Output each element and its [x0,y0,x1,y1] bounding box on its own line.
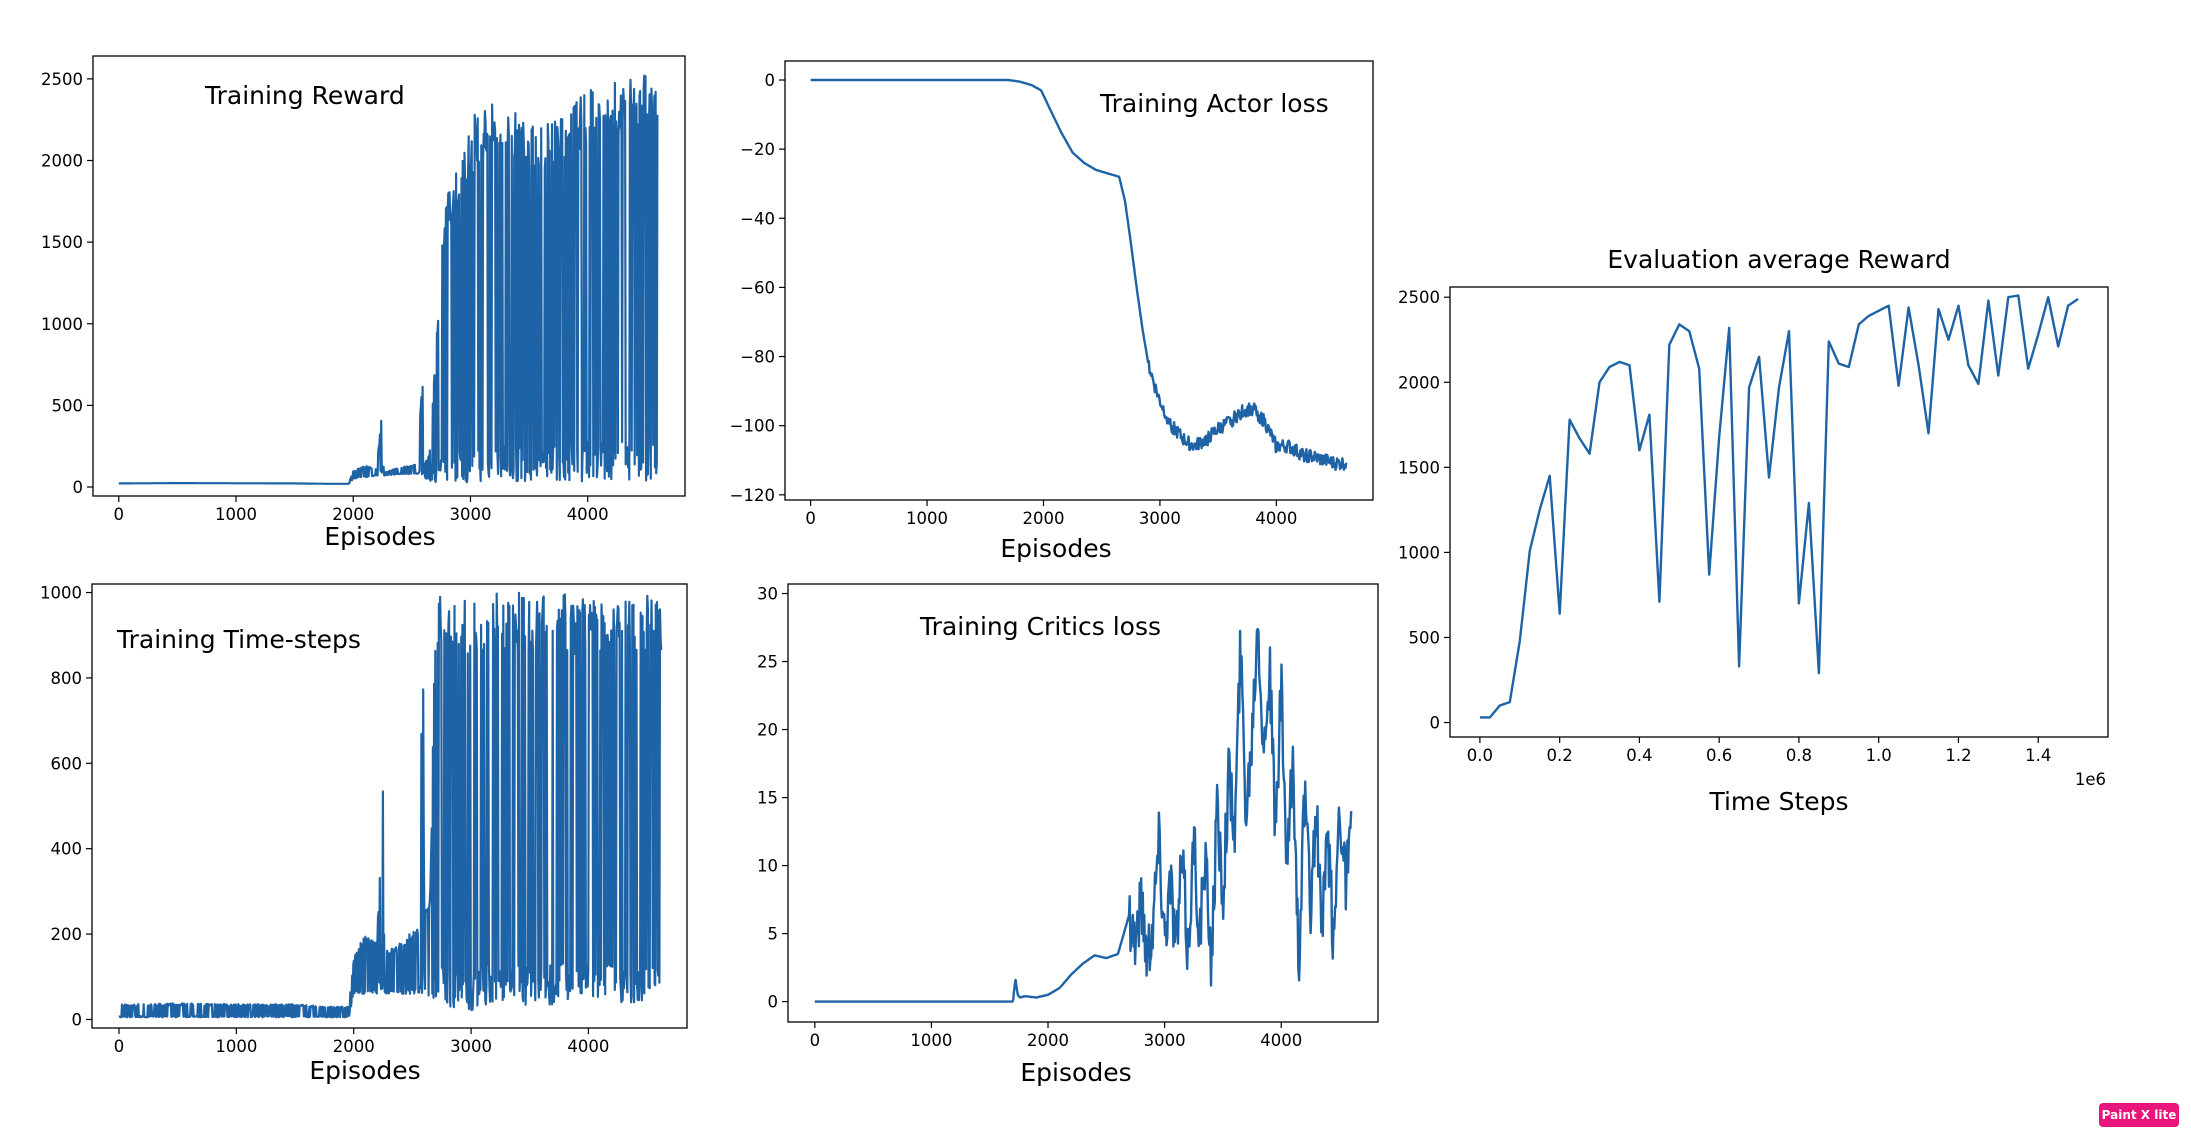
timesteps-series-layer [118,591,663,1019]
reward-y-tick-label: 1000 [41,315,83,334]
panel-training-reward: 0 1000 2000 3000 4000 0 500 1000 1500 2000 2500 Tr… [41,55,686,551]
eval-y-tick-label: 1000 [1398,543,1440,562]
critics-x-tick-label: 4000 [1260,1031,1302,1050]
actor-series-layer [810,78,1348,471]
eval-plot-frame [1449,286,2109,738]
critics-ticks: 0 1000 2000 3000 4000 0 5 10 15 20 25 30 [757,585,1302,1050]
reward-y-tick-label: 0 [73,478,84,497]
actor-y-tick-label: 0 [765,71,776,90]
reward-y-tick-label: 1500 [41,233,83,252]
panel-evaluation-average-reward: 0.0 0.2 0.4 0.6 0.8 1.0 1.2 1.4 0 500 1000 1500 2000… [1398,245,2109,816]
actor-y-tick-label: −120 [730,486,775,505]
actor-x-tick-label: 4000 [1255,509,1297,528]
reward-x-axis-label: Episodes [324,522,435,551]
eval-x-tick-label: 1.2 [1945,746,1971,765]
actor-y-tick-label: −100 [730,417,775,436]
actor-series-line-0 [810,78,1348,471]
timesteps-y-tick-label: 400 [51,840,83,859]
critics-y-tick-label: 30 [757,585,778,604]
timesteps-title: Training Time-steps [116,625,361,654]
eval-y-tick-label: 500 [1409,628,1441,647]
critics-y-tick-label: 0 [768,993,779,1012]
timesteps-x-tick-label: 1000 [215,1037,257,1056]
actor-x-axis-label: Episodes [1000,534,1111,563]
reward-x-tick-label: 4000 [567,505,609,524]
reward-x-tick-label: 2000 [332,505,374,524]
timesteps-y-tick-label: 0 [72,1010,83,1029]
critics-x-tick-label: 1000 [910,1031,952,1050]
timesteps-y-tick-label: 1000 [40,584,82,603]
critics-series-line-0 [814,627,1353,1003]
eval-series-layer [1479,294,2079,719]
eval-ticks: 0.0 0.2 0.4 0.6 0.8 1.0 1.2 1.4 0 500 1000 1500 2000… [1398,288,2051,765]
timesteps-y-tick-label: 200 [51,925,83,944]
actor-ticks: 0 1000 2000 3000 4000 0 −20 −40 −60 −80 −100 −120 [730,71,1298,528]
eval-x-tick-label: 0.0 [1467,746,1493,765]
actor-x-tick-label: 0 [805,509,816,528]
eval-x-tick-label: 0.4 [1626,746,1652,765]
reward-y-tick-label: 2500 [41,70,83,89]
eval-x-axis-label: Time Steps [1708,787,1848,816]
panel-training-critics-loss: 0 1000 2000 3000 4000 0 5 10 15 20 25 30 Training C… [757,583,1379,1087]
timesteps-series-line-0 [118,591,663,1019]
eval-x-offset-text: 1e6 [2075,770,2106,789]
critics-x-axis-label: Episodes [1020,1058,1131,1087]
critics-y-tick-label: 20 [757,721,778,740]
reward-title: Training Reward [204,81,405,110]
timesteps-x-tick-label: 4000 [567,1037,609,1056]
actor-x-tick-label: 3000 [1139,509,1181,528]
critics-series-layer [814,627,1353,1003]
timesteps-y-tick-label: 600 [51,754,83,773]
paint-x-lite-watermark: Paint X lite [2099,1103,2179,1127]
reward-plot-frame [92,55,686,497]
timesteps-ticks: 0 1000 2000 3000 4000 0 200 400 600 800 1000 [40,584,609,1056]
eval-y-tick-label: 2500 [1398,288,1440,307]
eval-x-tick-label: 0.2 [1547,746,1573,765]
eval-y-tick-label: 1500 [1398,458,1440,477]
actor-title: Training Actor loss [1099,89,1329,118]
actor-y-tick-label: −60 [740,278,775,297]
critics-y-tick-label: 25 [757,653,778,672]
eval-y-tick-label: 2000 [1398,373,1440,392]
reward-x-tick-label: 3000 [449,505,491,524]
critics-x-tick-label: 3000 [1144,1031,1186,1050]
reward-y-tick-label: 500 [52,396,84,415]
critics-x-tick-label: 0 [810,1031,821,1050]
eval-y-tick-label: 0 [1430,714,1441,733]
critics-y-tick-label: 5 [768,925,779,944]
eval-x-tick-label: 1.4 [2025,746,2051,765]
actor-x-tick-label: 2000 [1022,509,1064,528]
actor-y-tick-label: −20 [740,140,775,159]
timesteps-x-axis-label: Episodes [309,1056,420,1085]
reward-y-tick-label: 2000 [41,151,83,170]
reward-x-tick-label: 0 [114,505,125,524]
panel-training-time-steps: 0 1000 2000 3000 4000 0 200 400 600 800 1000 Train… [40,583,688,1085]
eval-series-line-0 [1479,294,2079,719]
reward-series-line-0 [118,74,659,485]
actor-y-tick-label: −80 [740,348,775,367]
actor-plot-frame [784,60,1374,501]
timesteps-x-tick-label: 3000 [450,1037,492,1056]
panel-training-actor-loss: 0 1000 2000 3000 4000 0 −20 −40 −60 −80 −100 −120 T… [730,60,1374,563]
actor-x-tick-label: 1000 [906,509,948,528]
timesteps-plot-frame [91,583,688,1029]
actor-y-tick-label: −40 [740,209,775,228]
timesteps-x-tick-label: 0 [114,1037,125,1056]
eval-x-tick-label: 0.6 [1706,746,1732,765]
reward-ticks: 0 1000 2000 3000 4000 0 500 1000 1500 2000 2500 [41,70,609,524]
critics-y-tick-label: 10 [757,857,778,876]
critics-x-tick-label: 2000 [1027,1031,1069,1050]
critics-plot-frame [787,583,1379,1023]
reward-x-tick-label: 1000 [215,505,257,524]
critics-title: Training Critics loss [919,612,1161,641]
eval-x-tick-label: 1.0 [1866,746,1892,765]
eval-title: Evaluation average Reward [1607,245,1950,274]
reward-series-layer [118,74,659,485]
critics-y-tick-label: 15 [757,789,778,808]
timesteps-x-tick-label: 2000 [333,1037,375,1056]
eval-x-tick-label: 0.8 [1786,746,1812,765]
timesteps-y-tick-label: 800 [51,669,83,688]
